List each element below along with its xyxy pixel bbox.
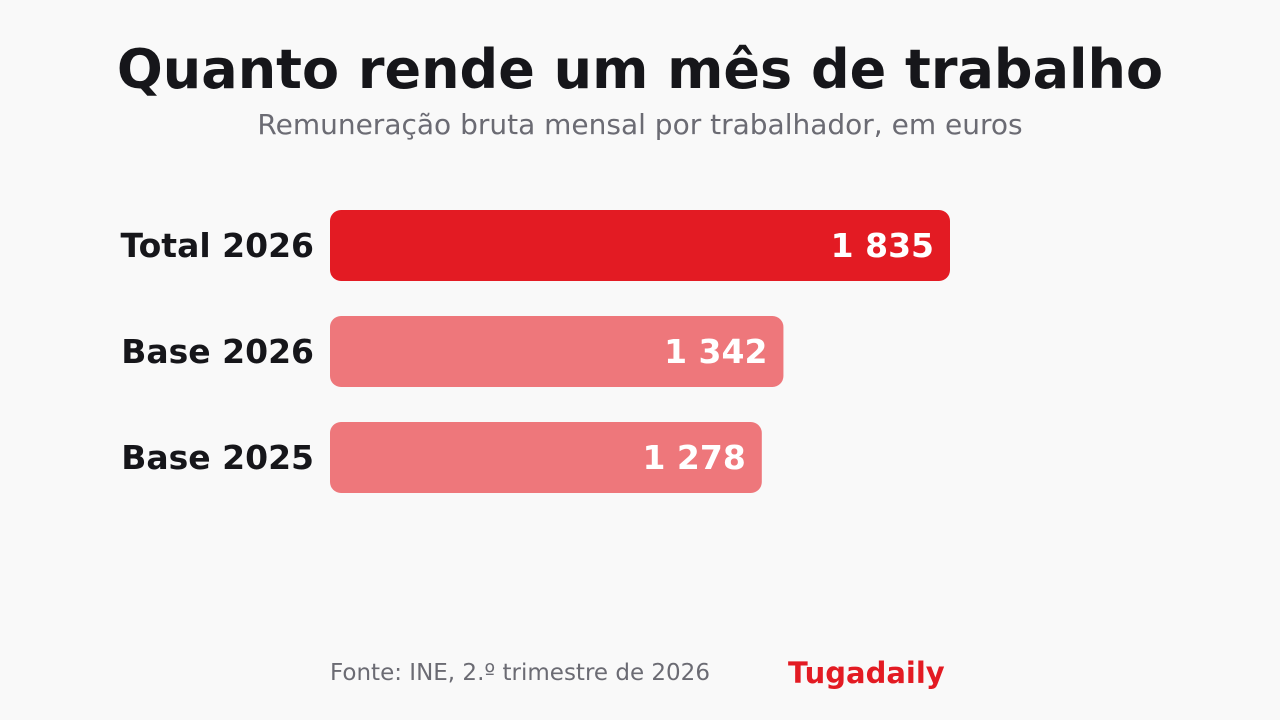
brand-logo-text: Tugadaily — [788, 656, 945, 690]
bar — [330, 316, 784, 387]
bar — [330, 422, 762, 493]
value-label: 1 342 — [664, 332, 767, 371]
chart-title: Quanto rende um mês de trabalho — [116, 38, 1164, 101]
category-label: Base 2026 — [121, 332, 314, 371]
category-label: Base 2025 — [121, 438, 314, 477]
source-note: Fonte: INE, 2.º trimestre de 2026 — [330, 660, 710, 686]
bar — [330, 210, 950, 281]
chart-subtitle: Remuneração bruta mensal por trabalhador… — [257, 108, 1023, 141]
value-label: 1 835 — [831, 226, 934, 265]
category-label: Total 2026 — [121, 226, 315, 265]
value-label: 1 278 — [642, 438, 745, 477]
